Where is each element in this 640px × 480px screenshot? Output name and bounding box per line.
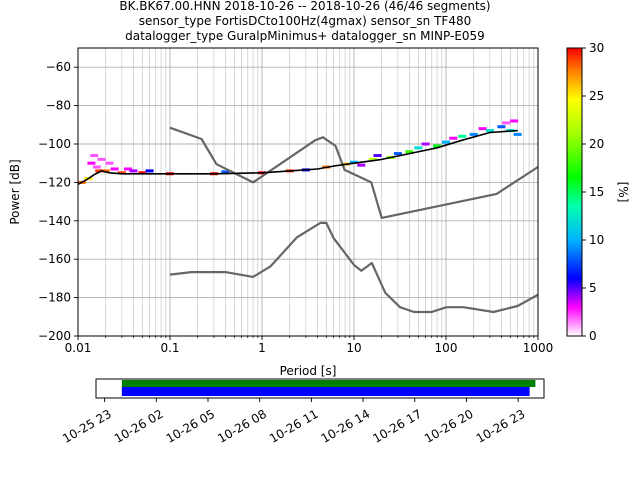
plot-frame (77, 47, 539, 337)
y-axis-label: Power [dB] (8, 159, 22, 224)
title-line-2: sensor_type FortisDCto100Hz(4gmax) senso… (139, 14, 471, 28)
heatmap-bin (357, 163, 366, 167)
colorbar-ticks: 0 5 10 15 20 25 30 (582, 41, 604, 343)
y-tick-label: −140 (38, 214, 71, 228)
timeline-tick-label: 10-26 11 (267, 407, 321, 446)
timeline-tick-label: 10-26 14 (319, 407, 373, 446)
title-line-3: datalogger_type GuralpMinimus+ datalogge… (125, 29, 485, 43)
heatmap-bin (95, 169, 104, 173)
colorbar-tick-label: 15 (589, 185, 604, 199)
x-tick-label: 0.01 (65, 341, 92, 355)
heatmap-bin (442, 140, 450, 144)
colorbar-gradient (566, 47, 583, 337)
x-tick-label: 0.1 (160, 341, 179, 355)
y-tick-label: −120 (38, 175, 71, 189)
heatmap-bin (101, 169, 110, 173)
heatmap-bin (92, 165, 101, 169)
heatmap-bin (421, 142, 430, 146)
heatmap-bin (105, 161, 114, 165)
heatmap-bin (405, 150, 414, 154)
timeline-bars (121, 380, 536, 396)
x-tick-label: 10 (346, 341, 361, 355)
title-line-1: BK.BK67.00.HNN 2018-10-26 -- 2018-10-26 … (119, 0, 490, 13)
heatmap-bin (478, 127, 487, 131)
heatmap-bin (433, 144, 442, 148)
timeline-tick-label: 10-26 23 (474, 407, 528, 446)
colorbar-tick-label: 25 (589, 89, 604, 103)
timeline-tick-label: 10-26 08 (215, 407, 269, 446)
timeline-tick-label: 10-25 23 (60, 407, 114, 446)
heatmap-bin (458, 134, 467, 138)
colorbar-tick-label: 0 (589, 329, 597, 343)
chart-title: BK.BK67.00.HNN 2018-10-26 -- 2018-10-26 … (119, 0, 490, 43)
heatmap-bin (221, 170, 230, 174)
timeline-tick-label: 10-26 05 (164, 407, 218, 446)
heatmap-bin (117, 171, 126, 175)
heatmap-bin (138, 171, 147, 175)
psd-plot-area: 0.01 0.1 1 10 100 1000 −200 −180 −160 −140 −120 −1… (8, 47, 554, 378)
heatmap-bin (373, 154, 382, 158)
y-tick-label: −100 (38, 137, 71, 151)
x-tick-label: 1 (258, 341, 266, 355)
x-tick-label: 1000 (523, 341, 554, 355)
heatmap-bin (129, 169, 138, 173)
y-axis-ticks: −200 −180 −160 −140 −120 −100 −80 −60 (38, 60, 78, 343)
heatmap-bin (497, 125, 506, 129)
timeline-tick-label: 10-26 17 (370, 407, 424, 446)
colorbar-tick-label: 20 (589, 137, 604, 151)
y-tick-label: −60 (46, 60, 71, 74)
segments-used-bar (121, 387, 530, 396)
x-tick-label: 100 (435, 341, 458, 355)
x-axis-label: Period [s] (280, 364, 337, 378)
psd-lines (78, 126, 538, 314)
timeline-tick-label: 10-26 20 (422, 407, 476, 446)
noise-model-high-line (169, 126, 538, 219)
colorbar: 0 5 10 15 20 25 30 [%] (566, 41, 630, 343)
timeline-tick-label: 10-26 02 (112, 407, 166, 446)
y-tick-label: −160 (38, 252, 71, 266)
colorbar-tick-label: 30 (589, 41, 604, 55)
heatmap-bin (513, 132, 522, 136)
mode-psd-line (78, 129, 518, 186)
heatmap-bin (97, 157, 106, 161)
colorbar-tick-label: 10 (589, 233, 604, 247)
y-tick-label: −80 (46, 99, 71, 113)
x-axis-ticks: 0.01 0.1 1 10 100 1000 (65, 336, 554, 355)
plot-background (78, 48, 538, 336)
heatmap-bin (469, 132, 478, 136)
colorbar-label: [%] (616, 182, 630, 203)
colorbar-tick-label: 5 (589, 281, 597, 295)
heatmap-bin (510, 119, 519, 123)
heatmap-bin (124, 167, 133, 171)
heatmap-bin (90, 154, 99, 158)
heatmap-bin (502, 121, 511, 125)
heatmap-bin (368, 157, 377, 161)
heatmap-bin (449, 136, 458, 140)
heatmap-bin (393, 152, 402, 156)
heatmap-bin (110, 167, 119, 171)
heatmap-bin (350, 160, 358, 164)
heatmap-bin (87, 161, 96, 165)
heatmap-bin (485, 129, 494, 133)
y-tick-label: −180 (38, 291, 71, 305)
data-available-bar (121, 380, 536, 387)
y-tick-label: −200 (38, 329, 71, 343)
noise-model-low-line (169, 221, 538, 314)
heatmap-bin (414, 146, 423, 150)
heatmap-bin (145, 169, 154, 173)
